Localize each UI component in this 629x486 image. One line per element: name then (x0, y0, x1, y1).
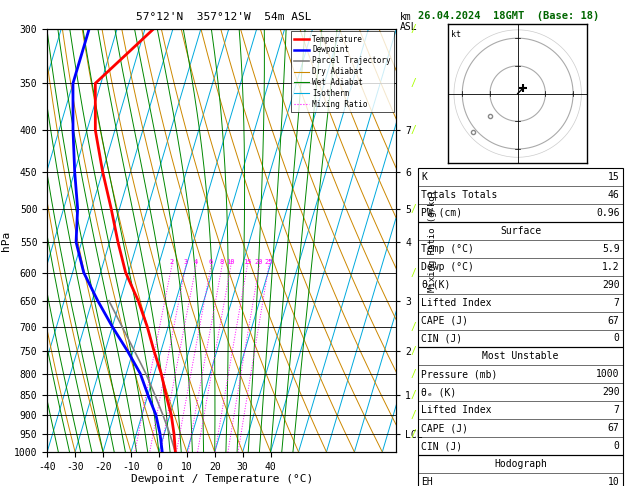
Y-axis label: hPa: hPa (1, 230, 11, 251)
Text: Most Unstable: Most Unstable (482, 351, 559, 362)
Text: km: km (399, 12, 411, 22)
Text: /: / (411, 125, 417, 135)
Text: /: / (411, 429, 417, 439)
Text: /: / (411, 346, 417, 356)
Text: 26.04.2024  18GMT  (Base: 18): 26.04.2024 18GMT (Base: 18) (418, 11, 599, 21)
Text: CAPE (J): CAPE (J) (421, 315, 469, 326)
Text: 4: 4 (194, 259, 198, 264)
Text: CAPE (J): CAPE (J) (421, 423, 469, 434)
Text: /: / (411, 78, 417, 88)
Text: /: / (411, 368, 417, 379)
Text: 15: 15 (608, 172, 620, 182)
Text: 25: 25 (264, 259, 273, 264)
Y-axis label: Mixing Ratio (g/kg): Mixing Ratio (g/kg) (428, 190, 438, 292)
Text: 2: 2 (169, 259, 174, 264)
Text: /: / (411, 204, 417, 213)
Text: 0: 0 (614, 441, 620, 451)
Text: 46: 46 (608, 190, 620, 200)
Text: 7: 7 (614, 297, 620, 308)
Text: Totals Totals: Totals Totals (421, 190, 498, 200)
Text: 290: 290 (602, 279, 620, 290)
Text: EH: EH (421, 477, 433, 486)
Text: /: / (411, 322, 417, 332)
Text: Lifted Index: Lifted Index (421, 405, 492, 416)
Text: 1.2: 1.2 (602, 261, 620, 272)
Text: CIN (J): CIN (J) (421, 441, 462, 451)
Text: Pressure (mb): Pressure (mb) (421, 369, 498, 380)
Text: 1000: 1000 (596, 369, 620, 380)
Text: PW (cm): PW (cm) (421, 208, 462, 218)
Text: 5.9: 5.9 (602, 243, 620, 254)
Text: 67: 67 (608, 423, 620, 434)
Text: 57°12'N  357°12'W  54m ASL: 57°12'N 357°12'W 54m ASL (135, 12, 311, 22)
Text: /: / (411, 390, 417, 400)
Text: 6: 6 (209, 259, 213, 264)
Text: θₑ (K): θₑ (K) (421, 387, 457, 398)
Text: 0: 0 (614, 333, 620, 344)
Text: kt: kt (451, 30, 461, 39)
Text: 15: 15 (243, 259, 252, 264)
Text: 20: 20 (255, 259, 264, 264)
Text: Lifted Index: Lifted Index (421, 297, 492, 308)
Text: Surface: Surface (500, 226, 541, 236)
Text: 10: 10 (226, 259, 235, 264)
X-axis label: Dewpoint / Temperature (°C): Dewpoint / Temperature (°C) (131, 474, 313, 485)
Text: /: / (411, 24, 417, 34)
Text: 8: 8 (220, 259, 224, 264)
Text: 10: 10 (608, 477, 620, 486)
Text: 3: 3 (184, 259, 187, 264)
Text: 290: 290 (602, 387, 620, 398)
Text: ASL: ASL (399, 22, 417, 32)
Text: 7: 7 (614, 405, 620, 416)
Text: /: / (411, 410, 417, 420)
Text: Temp (°C): Temp (°C) (421, 243, 474, 254)
Legend: Temperature, Dewpoint, Parcel Trajectory, Dry Adiabat, Wet Adiabat, Isotherm, Mi: Temperature, Dewpoint, Parcel Trajectory… (291, 32, 394, 112)
Text: θₑ(K): θₑ(K) (421, 279, 451, 290)
Text: CIN (J): CIN (J) (421, 333, 462, 344)
Text: 0.96: 0.96 (596, 208, 620, 218)
Text: K: K (421, 172, 427, 182)
Text: Hodograph: Hodograph (494, 459, 547, 469)
Text: /: / (411, 268, 417, 278)
Text: 67: 67 (608, 315, 620, 326)
Text: Dewp (°C): Dewp (°C) (421, 261, 474, 272)
